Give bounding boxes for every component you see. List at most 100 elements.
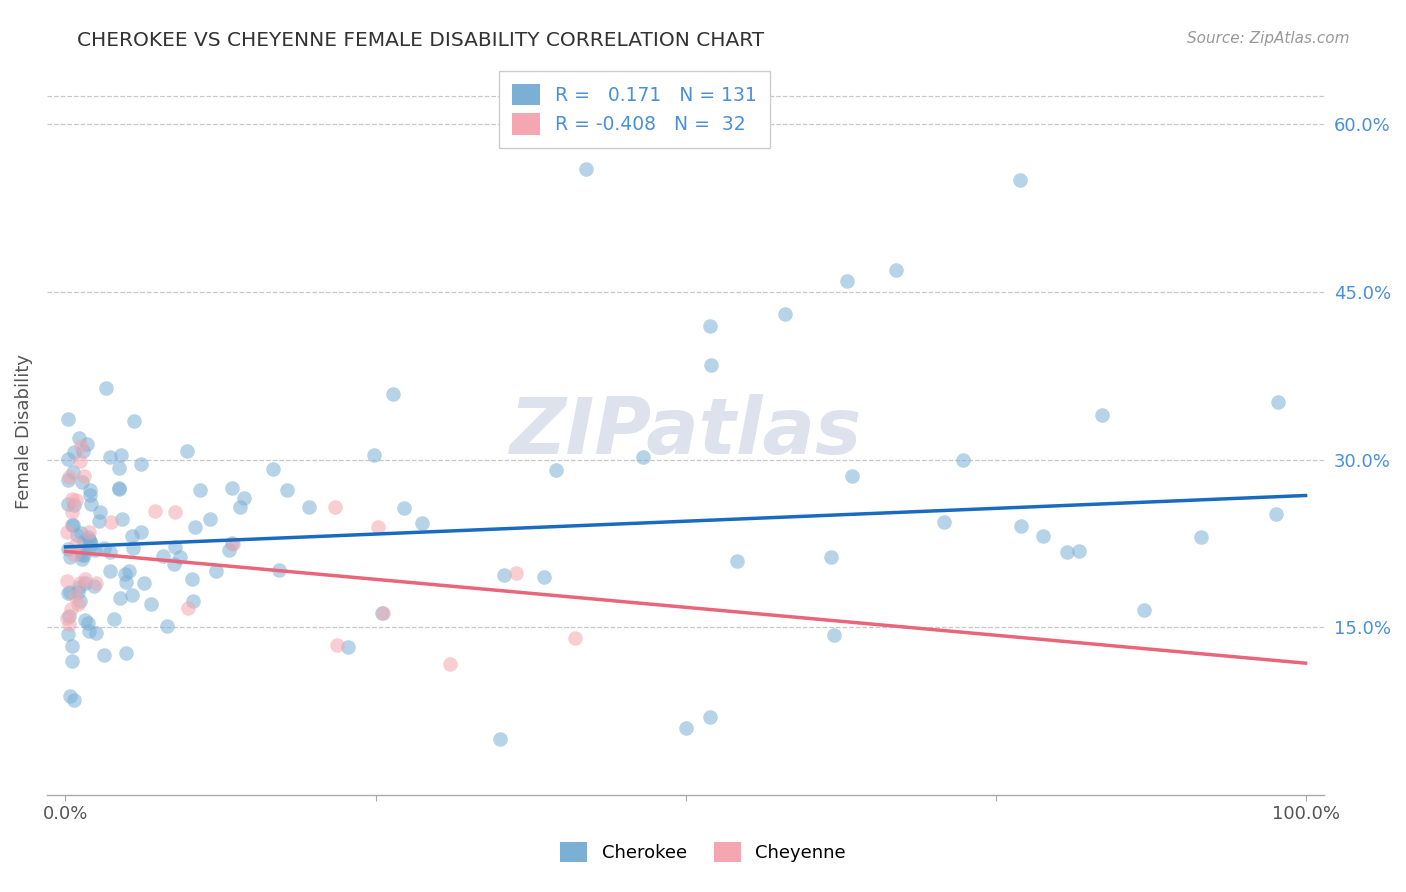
Point xyxy=(233,491,256,505)
Point xyxy=(129,457,152,471)
Point xyxy=(67,580,90,594)
Point xyxy=(89,505,111,519)
Point xyxy=(86,576,108,591)
Point xyxy=(79,624,101,638)
Point xyxy=(725,554,748,568)
Point xyxy=(229,500,252,514)
Point xyxy=(121,529,143,543)
Point xyxy=(222,537,245,551)
Point xyxy=(59,550,82,565)
Point xyxy=(367,520,389,534)
Point xyxy=(381,386,404,401)
Point xyxy=(98,545,121,559)
Point xyxy=(70,475,93,490)
Point xyxy=(56,574,79,588)
Point xyxy=(58,609,80,624)
Point xyxy=(1267,395,1289,409)
Point xyxy=(262,462,284,476)
Text: ZIPatlas: ZIPatlas xyxy=(509,393,862,470)
Point xyxy=(56,586,79,600)
Point xyxy=(824,628,846,642)
Point xyxy=(100,515,122,529)
Point xyxy=(107,483,129,497)
Point xyxy=(411,516,433,530)
Point xyxy=(184,519,207,533)
Point xyxy=(188,483,211,497)
Point xyxy=(75,576,97,591)
Point xyxy=(93,541,115,555)
Point xyxy=(218,542,240,557)
Point xyxy=(79,483,101,497)
Point xyxy=(70,439,93,453)
Point xyxy=(58,412,80,426)
Point xyxy=(56,524,79,539)
Point xyxy=(1091,409,1114,423)
Point xyxy=(79,541,101,555)
Point xyxy=(276,483,298,497)
Point xyxy=(58,585,80,599)
Point xyxy=(72,444,94,458)
Point xyxy=(932,515,955,529)
Point xyxy=(76,616,98,631)
Point xyxy=(84,626,107,640)
Point xyxy=(60,639,83,653)
Point xyxy=(63,547,86,561)
Point xyxy=(505,566,527,581)
Point xyxy=(58,541,80,556)
Point xyxy=(115,574,138,589)
Point xyxy=(371,607,394,621)
Point xyxy=(72,469,94,483)
Point xyxy=(60,602,83,616)
Point xyxy=(267,563,290,577)
Point xyxy=(165,505,187,519)
Point xyxy=(177,601,200,615)
Point xyxy=(675,721,697,735)
Point xyxy=(93,648,115,662)
Point xyxy=(60,505,83,519)
Point xyxy=(156,619,179,633)
Point xyxy=(162,557,184,571)
Point xyxy=(152,549,174,564)
Point xyxy=(1056,545,1078,559)
Point xyxy=(84,543,107,558)
Point xyxy=(79,534,101,549)
Point xyxy=(337,640,360,654)
Point xyxy=(363,448,385,462)
Point xyxy=(820,549,842,564)
Point xyxy=(564,631,586,645)
Point xyxy=(56,627,79,641)
Point xyxy=(75,613,97,627)
Point xyxy=(200,512,222,526)
Point xyxy=(121,541,143,555)
Point xyxy=(886,262,908,277)
Point xyxy=(1069,544,1091,558)
Point xyxy=(76,436,98,450)
Point xyxy=(75,572,97,586)
Point xyxy=(65,493,87,508)
Point xyxy=(841,468,863,483)
Point xyxy=(323,500,346,514)
Point xyxy=(79,533,101,548)
Point xyxy=(494,568,516,582)
Point xyxy=(699,318,721,333)
Point xyxy=(63,445,86,459)
Point xyxy=(1189,530,1212,544)
Point xyxy=(76,530,98,544)
Point xyxy=(180,573,202,587)
Point xyxy=(110,448,132,462)
Point xyxy=(60,518,83,533)
Point xyxy=(62,466,84,480)
Point xyxy=(56,452,79,467)
Point xyxy=(326,639,349,653)
Point xyxy=(145,504,167,518)
Point xyxy=(69,454,91,468)
Point xyxy=(488,732,510,747)
Point xyxy=(108,591,131,605)
Point xyxy=(371,606,394,620)
Point xyxy=(439,657,461,672)
Point xyxy=(70,551,93,566)
Point xyxy=(80,537,103,551)
Point xyxy=(115,646,138,660)
Point xyxy=(100,450,122,465)
Point xyxy=(392,501,415,516)
